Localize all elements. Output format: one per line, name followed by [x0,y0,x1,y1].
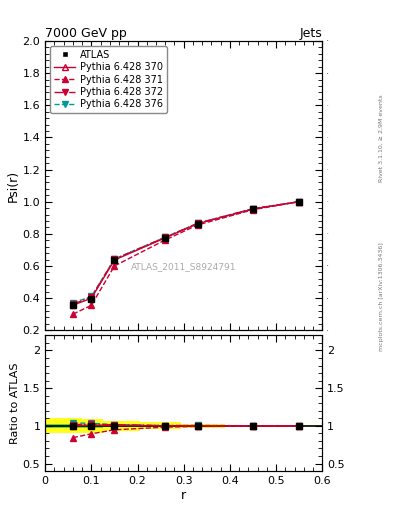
Legend: ATLAS, Pythia 6.428 370, Pythia 6.428 371, Pythia 6.428 372, Pythia 6.428 376: ATLAS, Pythia 6.428 370, Pythia 6.428 37… [50,46,167,113]
Text: ATLAS_2011_S8924791: ATLAS_2011_S8924791 [131,262,237,271]
Text: Rivet 3.1.10, ≥ 2.9M events: Rivet 3.1.10, ≥ 2.9M events [379,94,384,182]
X-axis label: r: r [181,488,186,502]
Text: mcplots.cern.ch [arXiv:1306.3436]: mcplots.cern.ch [arXiv:1306.3436] [379,243,384,351]
Text: Jets: Jets [299,27,322,40]
Y-axis label: Psi(r): Psi(r) [7,169,20,202]
Text: 7000 GeV pp: 7000 GeV pp [45,27,127,40]
Y-axis label: Ratio to ATLAS: Ratio to ATLAS [10,362,20,444]
